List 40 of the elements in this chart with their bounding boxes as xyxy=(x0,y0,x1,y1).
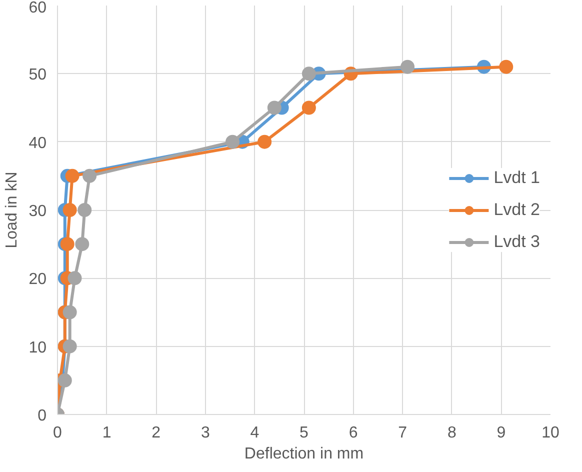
point xyxy=(68,271,82,286)
x-tick-label: 4 xyxy=(250,424,260,442)
legend-label: Lvdt 3 xyxy=(494,232,540,252)
x-tick-label: 10 xyxy=(542,424,560,442)
x-tick-label: 6 xyxy=(348,424,358,442)
x-tick-label: 8 xyxy=(447,424,456,442)
y-axis-title: Load in kN xyxy=(4,172,21,248)
x-tick-label: 2 xyxy=(152,424,161,442)
point xyxy=(62,203,77,217)
legend-label: Lvdt 2 xyxy=(494,200,540,220)
x-tick-label: 1 xyxy=(102,424,112,442)
x-tick-label: 7 xyxy=(398,424,408,442)
y-tick-label: 60 xyxy=(28,0,47,16)
x-tick-label: 5 xyxy=(300,424,309,442)
point xyxy=(499,60,514,74)
point xyxy=(75,237,90,252)
point xyxy=(400,60,415,74)
y-tick-label: 40 xyxy=(28,134,47,152)
x-tick-label: 0 xyxy=(53,424,62,442)
point xyxy=(60,237,74,252)
point xyxy=(58,373,72,388)
point xyxy=(258,134,272,149)
point xyxy=(267,100,282,115)
point xyxy=(78,203,92,217)
point xyxy=(62,339,77,354)
point xyxy=(302,100,316,115)
y-tick-label: 50 xyxy=(28,66,47,84)
x-tick-label: 9 xyxy=(496,424,506,442)
legend-label: Lvdt 1 xyxy=(494,168,540,188)
point xyxy=(62,305,77,320)
point xyxy=(226,134,240,149)
point xyxy=(65,168,80,183)
point xyxy=(302,66,316,81)
y-tick-label: 0 xyxy=(38,408,47,424)
y-tick-label: 20 xyxy=(28,271,47,288)
x-axis-title: Deflection in mm xyxy=(244,446,364,462)
x-tick-label: 3 xyxy=(200,424,210,442)
point xyxy=(82,168,97,183)
y-tick-label: 10 xyxy=(28,339,47,356)
y-tick-label: 30 xyxy=(28,203,47,220)
